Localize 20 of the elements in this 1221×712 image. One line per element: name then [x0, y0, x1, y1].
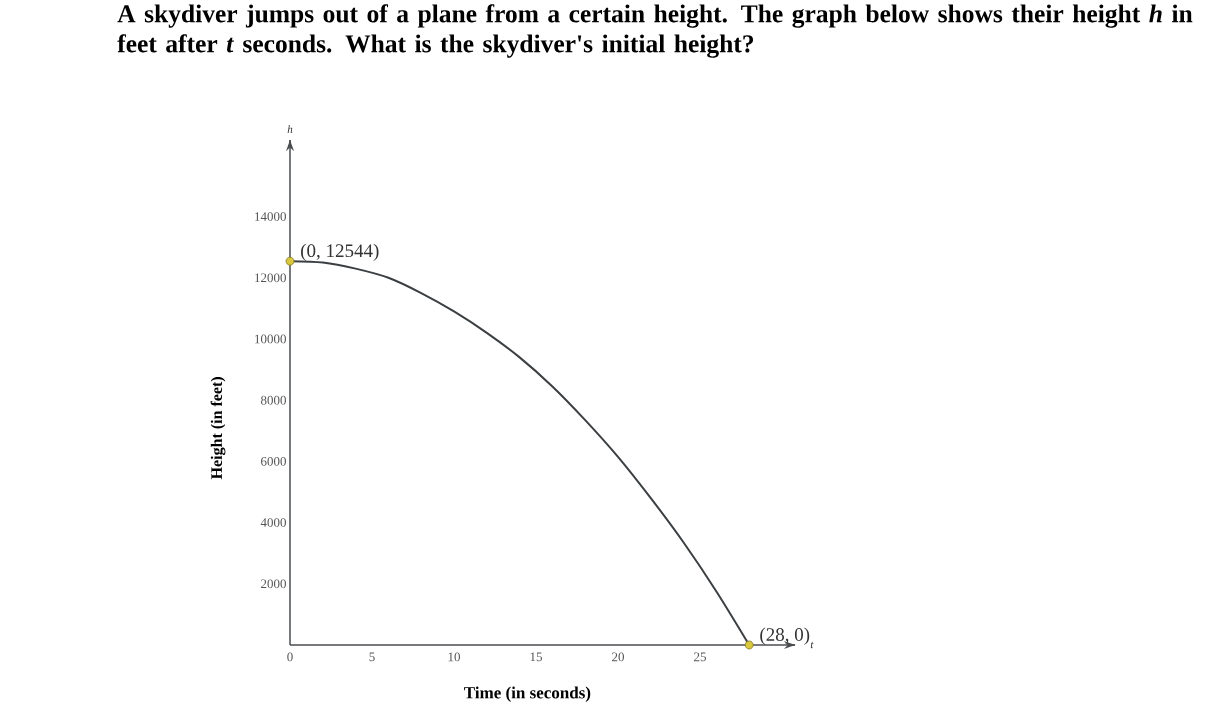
text: h: [287, 125, 293, 133]
annotation: (28, 0): [760, 627, 810, 645]
x-axis-title: Time (in seconds): [464, 686, 591, 702]
annotation: (0, 12544): [301, 243, 379, 261]
x-tick-label: 15: [530, 652, 542, 662]
x-tick-label: 10: [448, 652, 461, 662]
y-tick-label: 4000: [260, 518, 286, 527]
text: t: [810, 641, 814, 649]
y-tick-label: 10000: [255, 334, 286, 344]
y-tick-label: 2000: [261, 579, 286, 589]
x-tick-label: 25: [694, 652, 706, 662]
chart-title: A skydiver jumps out of a plane from a certain height. The graph below shows their height h in feet after t seconds. What is the skydiver's initial height?: [117, 4, 1193, 58]
y-tick-label: 12000: [255, 273, 286, 283]
x-tick-label: 0: [287, 652, 293, 662]
x-tick-label: 5: [369, 652, 375, 662]
y-tick-label: 14000: [255, 212, 286, 221]
y-tick-label: 6000: [261, 457, 286, 466]
y-axis-title: Height (in feet): [210, 377, 226, 480]
x-tick-label: 20: [612, 652, 625, 662]
y-tick-label: 8000: [260, 395, 286, 405]
